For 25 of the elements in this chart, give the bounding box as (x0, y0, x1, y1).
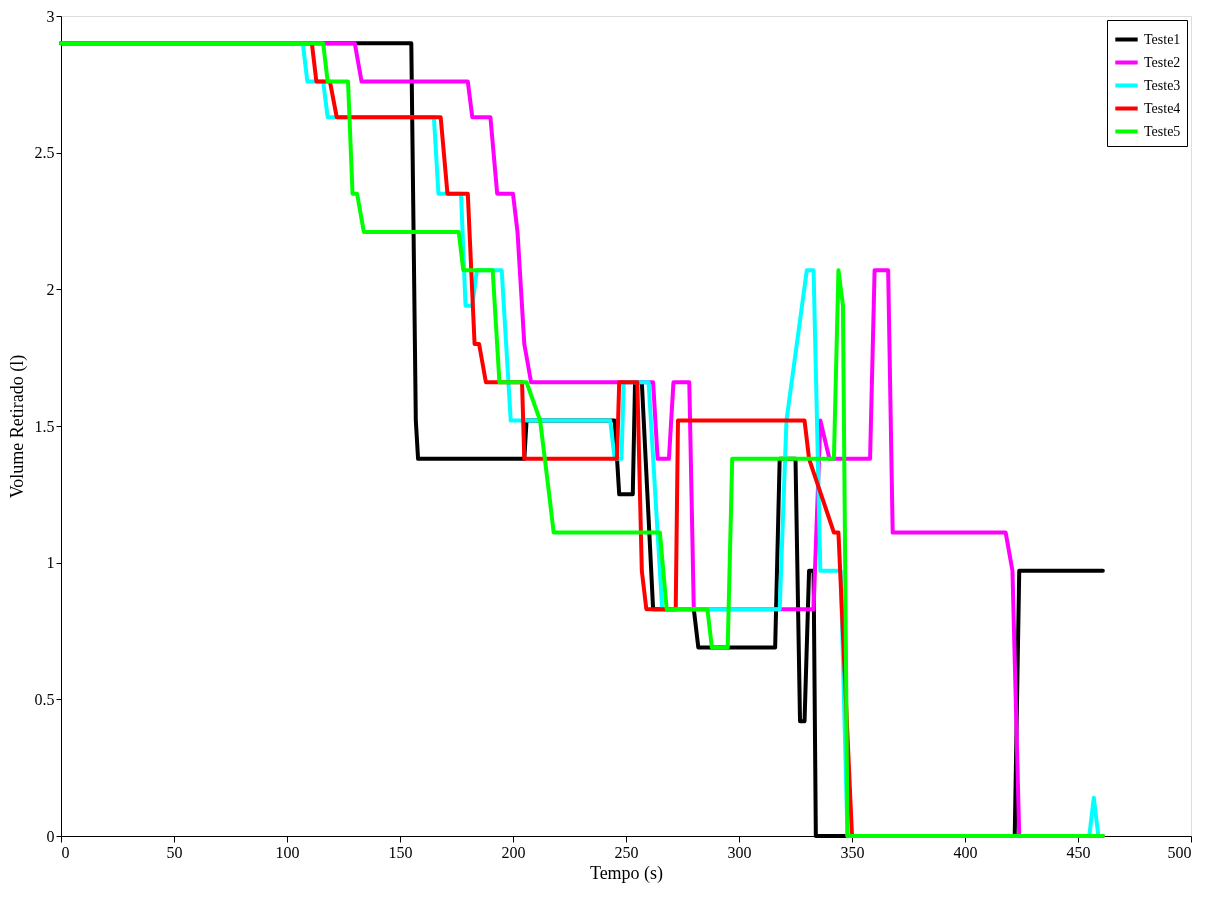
x-tick-label: 50 (166, 843, 183, 861)
x-axis-title: Tempo (s) (589, 862, 664, 884)
y-tick-label: 1.5 (34, 417, 55, 435)
y-tick-label: 3 (46, 7, 55, 25)
y-tick-label: 0.5 (34, 690, 55, 708)
x-tick-label: 350 (840, 843, 865, 861)
x-tick-label: 250 (614, 843, 639, 861)
x-tick-label: 0 (61, 843, 70, 861)
legend-label: Teste1 (1144, 31, 1181, 47)
legend-label: Teste4 (1144, 100, 1181, 116)
legend-label: Teste2 (1144, 54, 1181, 70)
y-tick-label: 0 (46, 827, 55, 845)
x-tick-label: 300 (727, 843, 752, 861)
y-tick-label: 2.5 (34, 144, 55, 162)
y-tick-label: 1 (46, 554, 55, 572)
legend-label: Teste5 (1144, 123, 1181, 139)
x-tick-label: 150 (388, 843, 413, 861)
x-tick-label: 500 (1167, 843, 1192, 861)
x-tick-label: 200 (501, 843, 526, 861)
x-tick-label: 450 (1066, 843, 1091, 861)
legend-label: Teste3 (1144, 77, 1181, 93)
y-tick-label: 2 (46, 280, 55, 298)
y-axis-title: Volume Retirado (l) (6, 354, 28, 499)
x-tick-label: 100 (275, 843, 300, 861)
x-tick-label: 400 (953, 843, 978, 861)
